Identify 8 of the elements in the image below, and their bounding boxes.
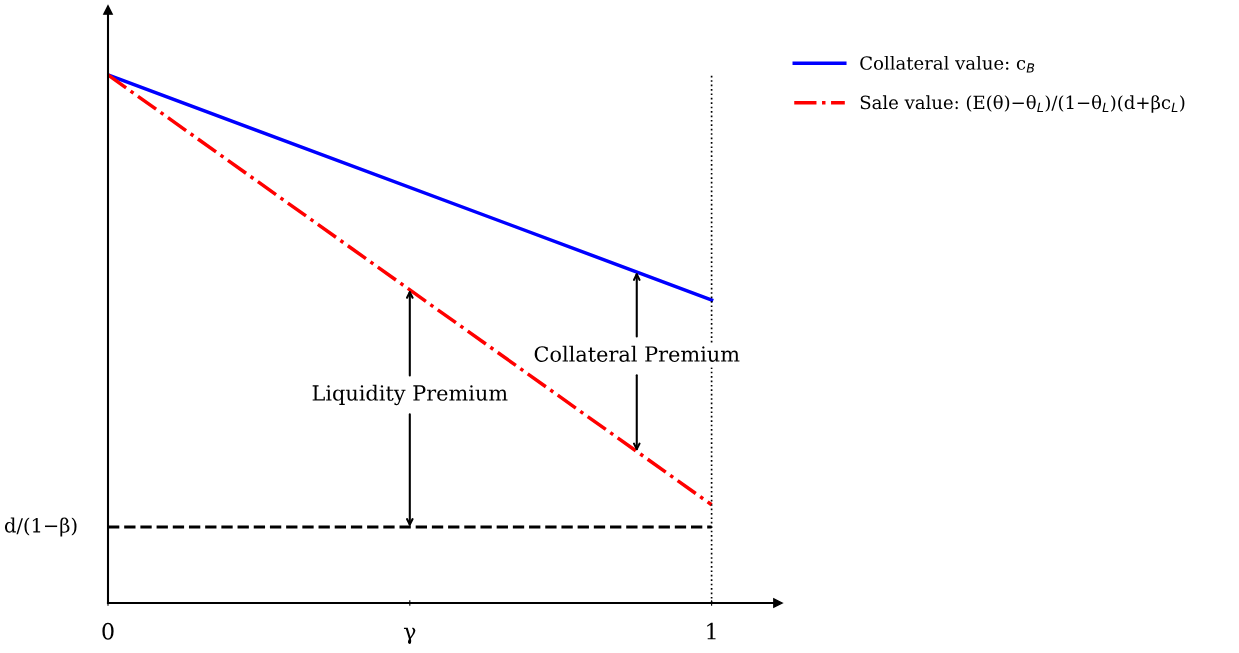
legend-label: Sale value: (E(θ)−θ$_{L}$)/(1−θ$_{L}$)(d+βc$_{L}$) bbox=[860, 95, 1185, 113]
legend-label: Collateral value: c$_{B}$ bbox=[860, 55, 1035, 73]
x-tick-label: γ bbox=[403, 627, 416, 644]
ref-line-label: d/(1−β) bbox=[4, 517, 77, 537]
annotation: Liquidity Premium bbox=[312, 384, 508, 406]
annotation: Collateral Premium bbox=[534, 345, 740, 362]
x-tick-label: 1 bbox=[707, 622, 716, 640]
x-tick-label: 0 bbox=[102, 622, 114, 640]
